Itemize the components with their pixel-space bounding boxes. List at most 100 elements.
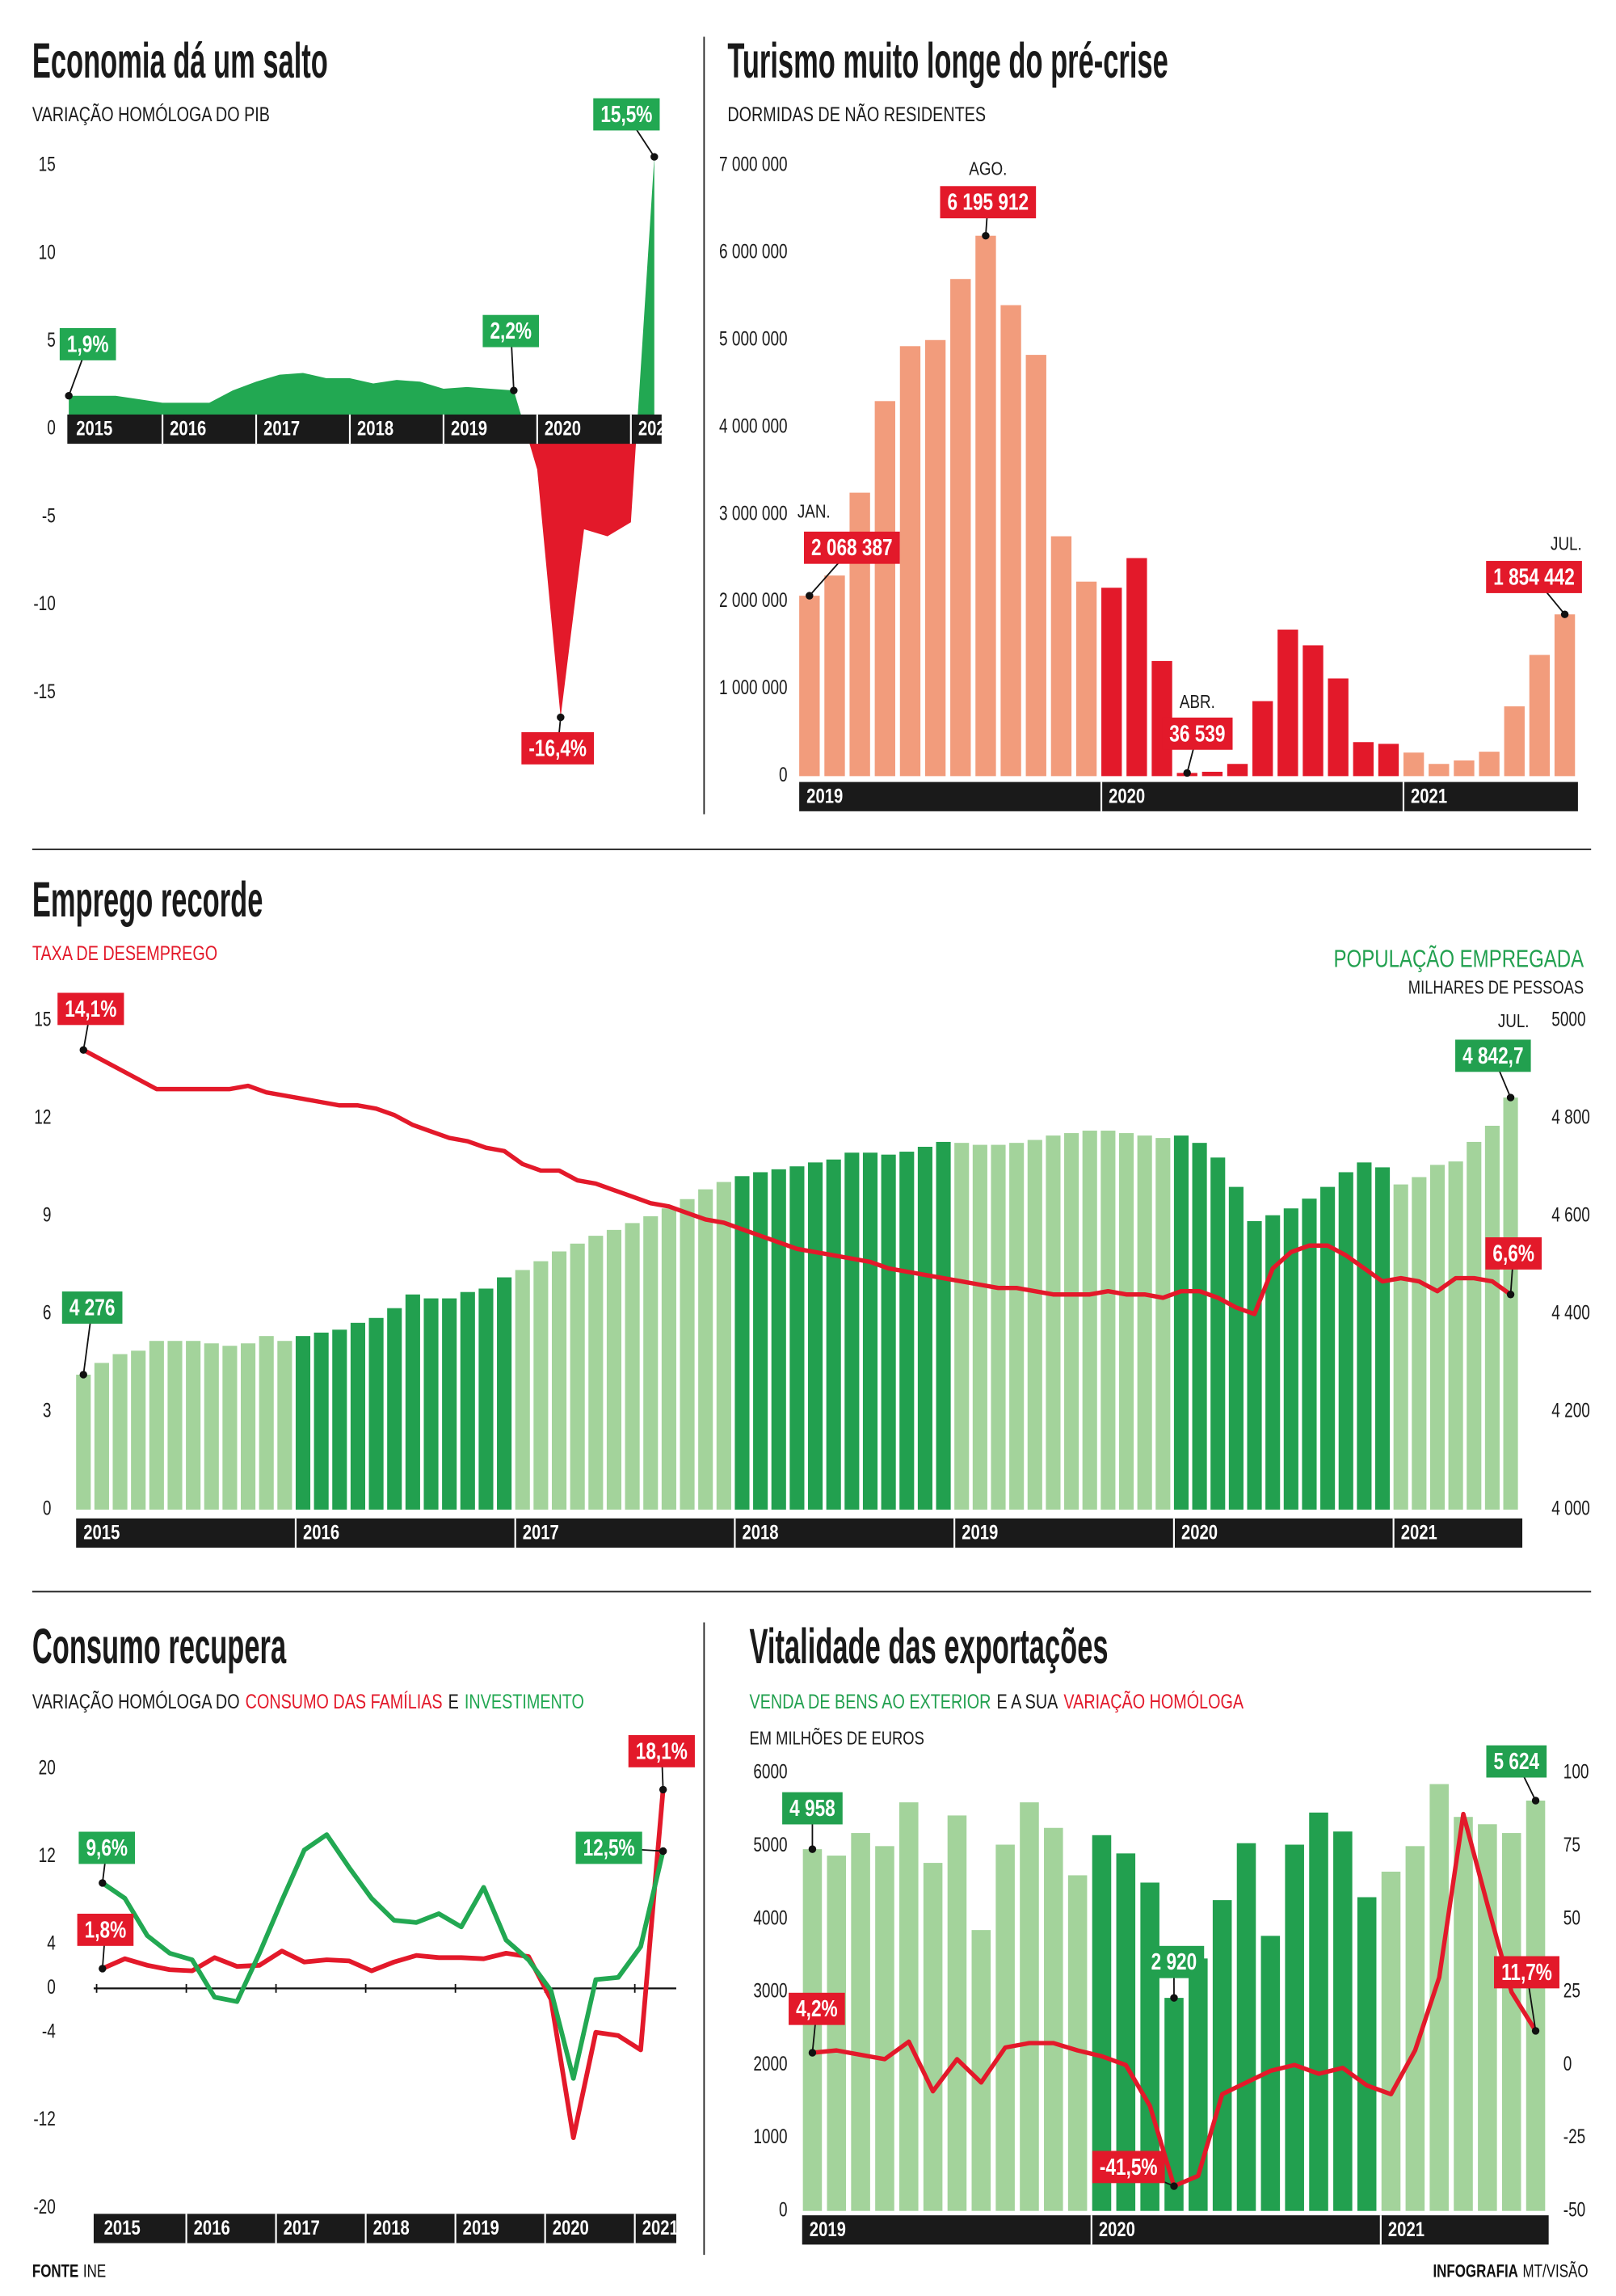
bar [1328, 678, 1349, 777]
callout-box [78, 1831, 136, 1864]
bar [350, 1322, 365, 1510]
year-label: 2020 [1181, 1520, 1218, 1544]
y2-tick-label: 4 800 [1551, 1106, 1590, 1128]
year-label: 2016 [194, 2216, 230, 2239]
y2-tick-label: 100 [1563, 1760, 1589, 1783]
y2-tick-label: 75 [1563, 1833, 1580, 1856]
year-band [67, 414, 662, 444]
bar [862, 1152, 878, 1510]
y-tick-label: 20 [39, 1756, 56, 1779]
bar [936, 1141, 951, 1510]
value-label: 2 920 [1151, 1948, 1197, 1974]
bar [947, 1815, 967, 2211]
bar [789, 1166, 805, 1510]
bar [1454, 760, 1475, 777]
bar [1092, 1835, 1112, 2211]
y-tick-label: 3000 [753, 1979, 787, 2002]
bar [1529, 655, 1551, 777]
value-label: 12,5% [583, 1834, 635, 1860]
bar [1116, 1853, 1136, 2211]
bar [1044, 1827, 1063, 2211]
line [101, 1832, 666, 2081]
bar [1503, 1097, 1518, 1510]
bar [698, 1189, 713, 1510]
chart-title: Consumo recupera [32, 1619, 287, 1675]
y2-tick-label: 50 [1563, 1906, 1580, 1929]
y-tick-label: 0 [779, 763, 788, 786]
callout-dot [1170, 2182, 1178, 2190]
bar [1467, 1141, 1482, 1510]
callout-dot [1531, 2027, 1540, 2035]
value-label: 6 195 912 [948, 188, 1029, 215]
callout-dot [806, 592, 814, 600]
bar [1479, 752, 1500, 777]
y2-tick-label: 4 000 [1551, 1497, 1590, 1519]
bar [975, 235, 996, 777]
bar [1504, 706, 1525, 777]
bar [1155, 1138, 1171, 1510]
value-label: 4,2% [796, 1995, 838, 2021]
y2-tick-label: 25 [1563, 1979, 1580, 2002]
callout-box [482, 314, 540, 348]
bar [241, 1343, 256, 1510]
bar [295, 1336, 311, 1510]
bar [332, 1329, 347, 1510]
callout-dot [557, 713, 565, 722]
value-label: 11,7% [1501, 1958, 1552, 1985]
bar [478, 1288, 494, 1510]
bar [917, 1147, 932, 1510]
callout-dot [99, 1965, 107, 1973]
y-tick-label: 6 [43, 1301, 52, 1324]
bar [899, 1802, 919, 2211]
value-label: 36 539 [1169, 720, 1225, 747]
chart-subtitle: VENDA DE BENS AO EXTERIOR E A SUA VARIAÇÃO… [750, 1689, 1244, 1713]
callout-dot [1506, 1291, 1515, 1299]
value-label: 4 958 [789, 1794, 835, 1821]
chart-title: Economia dá um salto [32, 33, 328, 89]
legend-entry: POPULAÇÃO EMPREGADA [1334, 945, 1584, 973]
year-label: 2021 [1411, 784, 1447, 807]
year-label: 2019 [810, 2218, 846, 2241]
bar [827, 1856, 847, 2211]
bar [1027, 1140, 1042, 1510]
bar [1212, 1900, 1232, 2211]
year-label: 2018 [742, 1520, 778, 1544]
y2-tick-label: 5000 [1551, 1008, 1585, 1030]
year-label: 2020 [553, 2216, 589, 2239]
callout-box [61, 1291, 123, 1324]
bar [1333, 1831, 1353, 2211]
y-tick-label: 12 [34, 1106, 51, 1128]
y-tick-label: 1 000 000 [719, 676, 788, 699]
callout-box [1494, 1956, 1559, 1989]
area-positive [69, 157, 654, 430]
bar [1454, 1817, 1473, 2211]
y-axis-label: EM MILHÕES DE EUROS [750, 1729, 924, 1750]
value-label: -41,5% [1100, 2153, 1158, 2180]
bar [1283, 1208, 1298, 1510]
year-label: 2021 [638, 416, 675, 440]
callout-dot [650, 153, 659, 161]
bar [826, 1159, 841, 1510]
year-label: 2020 [1099, 2218, 1135, 2241]
y-tick-label: 0 [779, 2198, 788, 2221]
y-tick-label: -20 [33, 2195, 55, 2218]
bar [899, 1152, 915, 1510]
bar [1484, 1125, 1500, 1510]
bar [734, 1176, 750, 1510]
point-note: ABR. [1180, 691, 1215, 713]
bar [753, 1172, 768, 1510]
point-note: JUL. [1498, 1010, 1530, 1032]
bar [1429, 764, 1450, 777]
y-tick-label: 4 000 000 [719, 415, 788, 437]
area-negative [69, 429, 654, 718]
bar [131, 1350, 146, 1510]
value-label: 1,8% [85, 1916, 127, 1943]
bar [515, 1270, 530, 1510]
bar [368, 1317, 384, 1510]
bar [1247, 1220, 1262, 1510]
bar [771, 1169, 786, 1510]
bar [1075, 581, 1097, 777]
bar [924, 339, 946, 777]
callout-dot [79, 1046, 87, 1054]
year-label: 2018 [357, 416, 393, 440]
